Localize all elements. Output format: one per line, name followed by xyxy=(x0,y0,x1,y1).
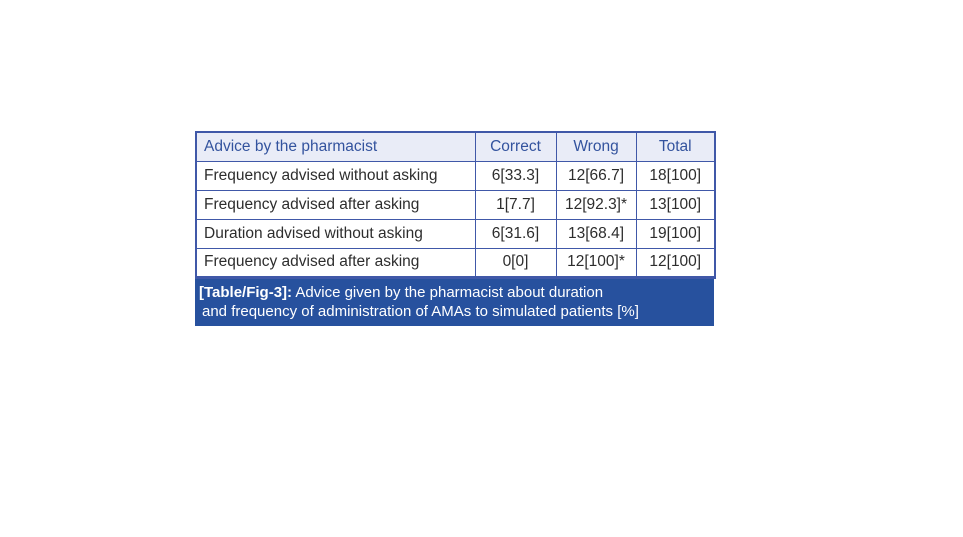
wrong-cell: 12[100]* xyxy=(555,247,637,279)
wrong-cell: 13[68.4] xyxy=(555,218,637,249)
correct-cell: 0[0] xyxy=(474,247,557,279)
caption-text-line1: Advice given by the pharmacist about dur… xyxy=(295,283,604,301)
header-row: Advice by the pharmacist Correct Wrong T… xyxy=(195,131,716,162)
column-header-correct: Correct xyxy=(474,131,557,162)
caption-label: [Table/Fig-3]: xyxy=(199,283,293,301)
caption-line-1: [Table/Fig-3]: Advice given by the pharm… xyxy=(199,283,708,302)
correct-cell: 6[33.3] xyxy=(474,160,557,191)
row-label-cell: Frequency advised after asking xyxy=(195,247,476,279)
column-header-advice: Advice by the pharmacist xyxy=(195,131,476,162)
table-row: Frequency advised without asking 6[33.3]… xyxy=(195,160,716,191)
table-row: Frequency advised after asking 0[0] 12[1… xyxy=(195,247,716,279)
table-figure: Advice by the pharmacist Correct Wrong T… xyxy=(195,131,716,326)
table-caption: [Table/Fig-3]: Advice given by the pharm… xyxy=(195,278,714,326)
total-cell: 18[100] xyxy=(635,160,716,191)
row-label-cell: Frequency advised without asking xyxy=(195,160,476,191)
row-label-cell: Duration advised without asking xyxy=(195,218,476,249)
column-header-wrong: Wrong xyxy=(555,131,637,162)
row-label-cell: Frequency advised after asking xyxy=(195,189,476,220)
total-cell: 13[100] xyxy=(635,189,716,220)
total-cell: 12[100] xyxy=(635,247,716,279)
caption-text-line2: and frequency of administration of AMAs … xyxy=(202,302,639,320)
correct-cell: 6[31.6] xyxy=(474,218,557,249)
total-cell: 19[100] xyxy=(635,218,716,249)
wrong-cell: 12[66.7] xyxy=(555,160,637,191)
column-header-total: Total xyxy=(635,131,716,162)
results-table: Advice by the pharmacist Correct Wrong T… xyxy=(195,131,716,279)
wrong-cell: 12[92.3]* xyxy=(555,189,637,220)
table-row: Duration advised without asking 6[31.6] … xyxy=(195,218,716,249)
correct-cell: 1[7.7] xyxy=(474,189,557,220)
table-row: Frequency advised after asking 1[7.7] 12… xyxy=(195,189,716,220)
